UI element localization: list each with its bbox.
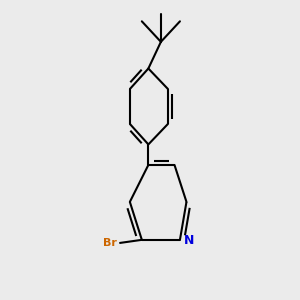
Text: N: N (184, 234, 194, 247)
Text: Br: Br (103, 238, 117, 248)
